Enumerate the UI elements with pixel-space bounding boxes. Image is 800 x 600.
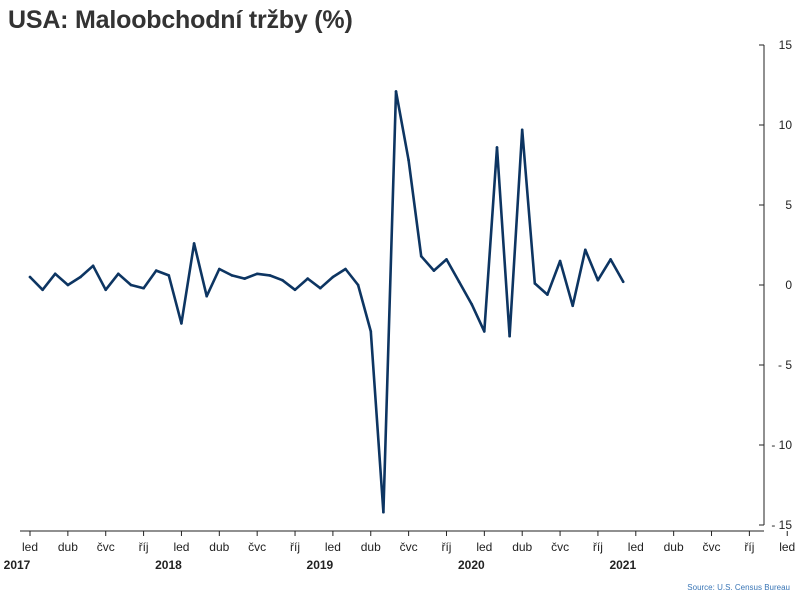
data-point [419,254,423,258]
data-point [79,275,82,279]
data-point [306,277,310,280]
data-point [558,259,562,263]
data-point [394,90,398,93]
data-point [571,304,574,308]
x-tick-label: dub [58,540,78,554]
data-point [117,272,120,276]
data-point [584,248,587,252]
data-point [621,280,625,284]
x-tick-label: led [325,540,341,554]
x-tick-label: říj [593,540,603,554]
data-point [382,510,385,514]
data-point [167,274,171,277]
data-point [180,322,183,325]
y-tick-label: 5 [785,198,792,212]
x-tick-label: čvc [400,540,418,554]
x-tick-label: dub [361,540,381,554]
y-axis: 15 10 5 0 - 5 - 10 - 15 [759,38,792,532]
data-point [457,280,461,284]
x-tick-label: dub [512,540,532,554]
data-point [192,242,196,245]
data-point [66,283,70,287]
data-point [28,275,32,279]
y-tick-label: - 10 [771,438,792,452]
x-year-label: 2018 [155,558,182,572]
x-year-label: 2017 [4,558,31,572]
x-tick-label: říj [744,540,754,554]
x-tick-label: led [476,540,492,554]
series-line [28,90,625,514]
x-tick-label: čvc [703,540,721,554]
x-tick-label: čvc [551,540,569,554]
x-tick-label: led [22,540,38,554]
x-tick-label: čvc [97,540,115,554]
data-point [142,286,145,290]
data-point [91,264,95,268]
x-year-label: 2021 [609,558,636,572]
data-point [41,288,44,292]
y-tick-label: 10 [779,118,793,132]
data-point [218,267,221,271]
chart-title: USA: Maloobchodní tržby (%) [8,6,353,34]
source-note: Source: U.S. Census Bureau [687,583,790,592]
series-layer [28,90,625,514]
data-point [104,288,107,292]
x-tick-label: říj [441,540,451,554]
x-axis: led dub čvc říj led dub čvc říj led dub čvc říj led d… [4,530,795,572]
data-point [470,302,474,306]
data-point [609,258,612,261]
data-point [344,267,347,271]
x-tick-label: dub [209,540,229,554]
data-point [205,294,208,298]
data-point [520,128,524,132]
y-tick-label: - 5 [778,358,792,372]
x-tick-label: led [628,540,644,554]
x-tick-label: říj [139,540,149,554]
y-tick-label: 15 [779,38,793,52]
x-tick-label: čvc [248,540,266,554]
y-tick-label: 0 [785,278,792,292]
x-tick-label: dub [664,540,684,554]
data-point [319,286,322,290]
data-point [53,272,57,276]
data-point [268,274,272,277]
data-point [533,282,537,285]
data-point [293,288,297,292]
x-tick-label: říj [290,540,300,554]
data-point [230,274,234,277]
data-point [596,278,600,282]
y-tick-label: - 15 [771,518,792,532]
data-point [243,277,246,280]
data-point [356,283,360,287]
data-point [255,272,259,276]
data-point [154,269,158,272]
data-point [369,330,373,333]
data-point [445,258,448,261]
data-point [483,330,486,333]
data-point [546,293,549,296]
x-year-label: 2019 [307,558,334,572]
data-point [331,275,335,279]
x-tick-label: led [173,540,189,554]
x-year-label: 2020 [458,558,485,572]
data-point [432,269,436,272]
data-point [407,158,410,162]
data-point [281,278,284,282]
data-point [495,146,499,149]
data-point [129,283,133,287]
x-tick-label: led [779,540,795,554]
data-point [508,334,511,338]
